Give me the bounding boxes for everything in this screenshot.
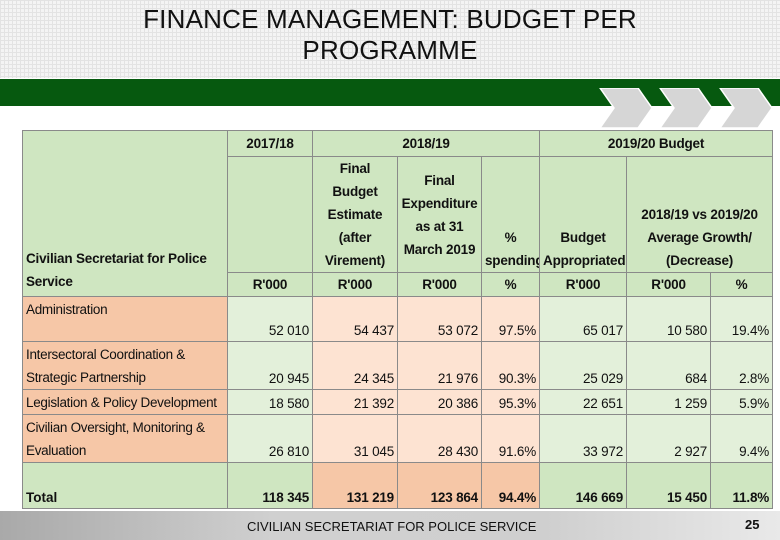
cell: 53 072 (397, 296, 482, 342)
cell: 21 392 (312, 389, 398, 415)
cell: 21 976 (397, 341, 482, 390)
cell: 31 045 (312, 414, 398, 463)
row-label: Intersectoral Coordination & Strategic P… (22, 341, 228, 390)
cell: 25 029 (539, 341, 628, 390)
page-number: 25 (745, 517, 760, 532)
group-2017-18: 2017/18 (227, 130, 313, 157)
cell: 54 437 (312, 296, 398, 342)
footer-bar (0, 511, 780, 540)
cell: 91.6% (480, 414, 541, 463)
total-cell: 15 450 (626, 462, 712, 509)
green-banner (0, 79, 780, 106)
cell: 97.5% (480, 296, 541, 342)
col-pct-spending: % spending (480, 156, 541, 273)
row-header: Civilian Secretariat for Police Service (26, 251, 207, 289)
col-final-budget-label: Final Budget Estimate (after Virement) (324, 161, 386, 268)
row-header-cell: Civilian Secretariat for Police Service (22, 130, 228, 297)
unit-7: % (710, 272, 774, 297)
cell: 24 345 (312, 341, 398, 390)
group-2019-20: 2019/20 Budget (539, 130, 774, 157)
total-row: Total 118 345 131 219 123 864 94.4% 146 … (22, 462, 774, 509)
footer-text: CIVILIAN SECRETARIAT FOR POLICE SERVICE (247, 519, 537, 534)
cell: 20 386 (397, 389, 482, 415)
cell: 2.8% (710, 341, 774, 390)
slide-title: FINANCE MANAGEMENT: BUDGET PER PROGRAMME (0, 4, 780, 66)
cell: 33 972 (539, 414, 628, 463)
col-growth: 2018/19 vs 2019/20 Average Growth/ (Decr… (626, 156, 774, 273)
col-growth-label: 2018/19 vs 2019/20 Average Growth/ (Decr… (641, 207, 758, 268)
cell: 20 945 (227, 341, 313, 390)
cell: 26 810 (227, 414, 313, 463)
slide-title-line2: PROGRAMME (302, 35, 478, 65)
cell: 2 927 (626, 414, 712, 463)
budget-table: Civilian Secretariat for Police Service … (22, 130, 774, 509)
budget-table-wrapper: Civilian Secretariat for Police Service … (22, 130, 774, 509)
row-label: Civilian Oversight, Monitoring & Evaluat… (22, 414, 228, 463)
unit-5: R'000 (539, 272, 628, 297)
cell: 1 259 (626, 389, 712, 415)
col-budget-appropriated: Budget Appropriated (539, 156, 628, 273)
cell: 9.4% (710, 414, 774, 463)
table-row: Civilian Oversight, Monitoring & Evaluat… (22, 414, 774, 463)
cell: 28 430 (397, 414, 482, 463)
col-audited-blank (227, 156, 313, 273)
title-area (0, 0, 780, 78)
col-final-expenditure-label: Final Expenditure as at 31 March 2019 (401, 172, 478, 257)
table-row: Administration 52 010 54 437 53 072 97.5… (22, 296, 774, 342)
cell: 95.3% (480, 389, 541, 415)
row-label: Legislation & Policy Development (22, 389, 228, 415)
unit-3: R'000 (397, 272, 482, 297)
cell: 19.4% (710, 296, 774, 342)
cell: 90.3% (480, 341, 541, 390)
unit-4: % (480, 272, 541, 297)
cell: 52 010 (227, 296, 313, 342)
total-cell: 131 219 (312, 462, 398, 509)
cell: 5.9% (710, 389, 774, 415)
cell: 18 580 (227, 389, 313, 415)
col-pct-spending-label: % spending (485, 230, 540, 268)
row-label: Administration (22, 296, 228, 342)
total-cell: 123 864 (397, 462, 482, 509)
col-final-expenditure: Final Expenditure as at 31 March 2019 (397, 156, 482, 273)
cell: 684 (626, 341, 712, 390)
col-final-budget: Final Budget Estimate (after Virement) (312, 156, 398, 273)
total-cell: 94.4% (480, 462, 541, 509)
total-cell: 146 669 (539, 462, 628, 509)
unit-1: R'000 (227, 272, 313, 297)
cell: 22 651 (539, 389, 628, 415)
slide-title-line1: FINANCE MANAGEMENT: BUDGET PER (143, 4, 637, 34)
chevron-arrows-icon (599, 88, 773, 128)
col-budget-appropriated-label: Budget Appropriated (543, 230, 626, 268)
table-row: Intersectoral Coordination & Strategic P… (22, 341, 774, 390)
cell: 10 580 (626, 296, 712, 342)
total-cell: 118 345 (227, 462, 313, 509)
total-cell: 11.8% (710, 462, 774, 509)
unit-2: R'000 (312, 272, 398, 297)
unit-6: R'000 (626, 272, 712, 297)
group-2018-19: 2018/19 (311, 130, 541, 157)
cell: 65 017 (539, 296, 628, 342)
table-row: Legislation & Policy Development 18 580 … (22, 389, 774, 415)
total-label: Total (22, 462, 228, 509)
